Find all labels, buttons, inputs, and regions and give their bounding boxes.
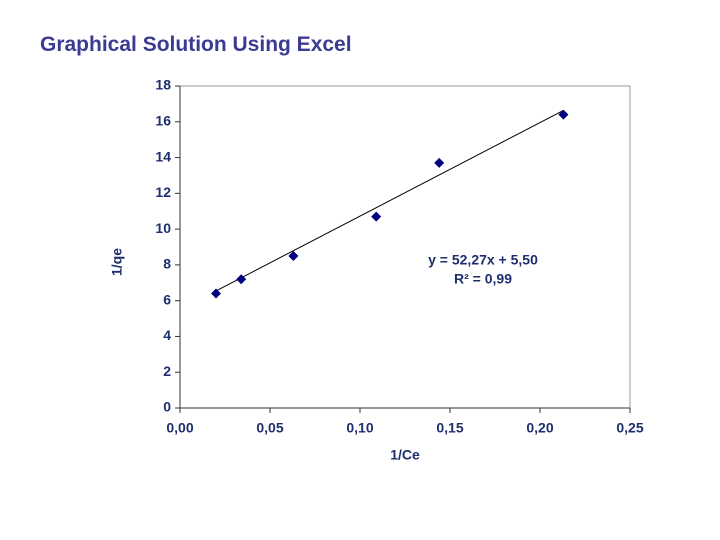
- trendline-equation: y = 52,27x + 5,50: [428, 252, 538, 268]
- data-point: [236, 274, 247, 285]
- y-tick-label: 10: [155, 220, 171, 236]
- data-point: [434, 157, 445, 168]
- y-tick-label: 8: [163, 256, 171, 272]
- y-tick-label: 2: [163, 363, 171, 379]
- x-axis-label: 1/Ce: [390, 447, 420, 463]
- y-tick-label: 6: [163, 291, 171, 307]
- x-tick-label: 0,00: [166, 420, 193, 436]
- y-tick-label: 16: [155, 112, 171, 128]
- x-tick-label: 0,15: [436, 420, 463, 436]
- plot-area: [179, 85, 631, 409]
- data-point: [288, 250, 299, 261]
- x-tick-label: 0,05: [256, 420, 283, 436]
- y-axis-label: 1/qe: [109, 248, 125, 276]
- y-tick-label: 0: [163, 399, 171, 415]
- y-tick-label: 12: [155, 184, 171, 200]
- data-point: [211, 288, 221, 299]
- x-tick-label: 0,25: [616, 420, 643, 436]
- data-point: [371, 211, 382, 222]
- y-tick-label: 18: [155, 77, 171, 93]
- chart-title: Graphical Solution Using Excel: [40, 33, 352, 56]
- y-tick-label: 14: [155, 148, 171, 164]
- y-tick-label: 4: [163, 327, 171, 343]
- x-tick-label: 0,20: [526, 420, 553, 436]
- trendline: [215, 110, 564, 292]
- x-tick-label: 0,10: [346, 420, 373, 436]
- trendline-r2: R² = 0,99: [454, 271, 512, 287]
- data-point: [558, 109, 569, 120]
